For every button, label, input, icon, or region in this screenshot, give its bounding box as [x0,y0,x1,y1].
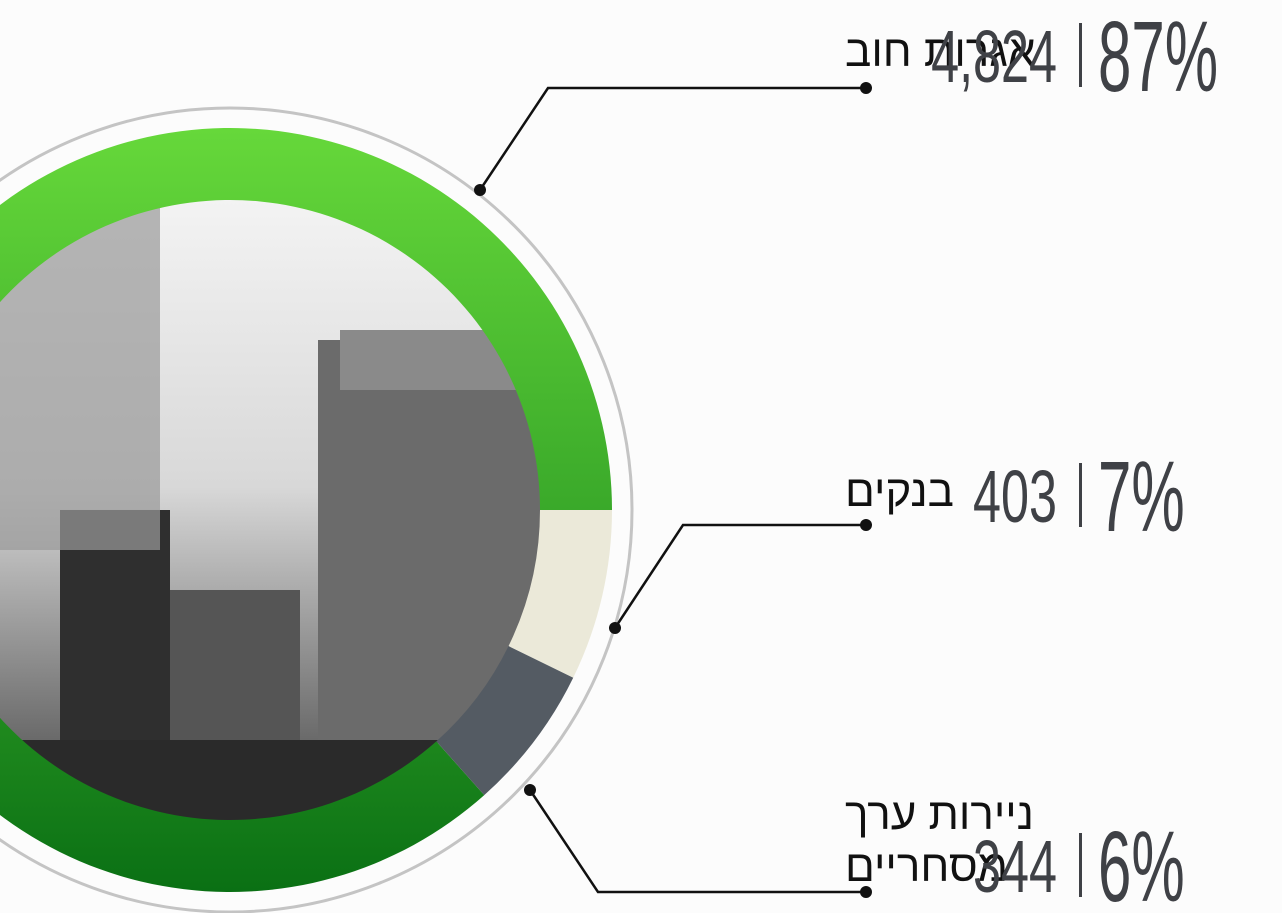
separator [1079,833,1082,897]
amount-label: 344 [973,827,1057,909]
share-label: 6% [1098,811,1185,913]
share-label: 7% [1098,441,1185,553]
share-label: 87% [1098,1,1218,113]
separator [1079,463,1082,527]
amount-label: 403 [973,457,1057,539]
separator [1079,23,1082,87]
amount-label: 4,824 [931,17,1057,99]
category-label: בנקים [845,467,954,516]
infographic: אגרות חוב4,82487%בנקים4037%ניירות ערךמסח… [0,0,1282,913]
